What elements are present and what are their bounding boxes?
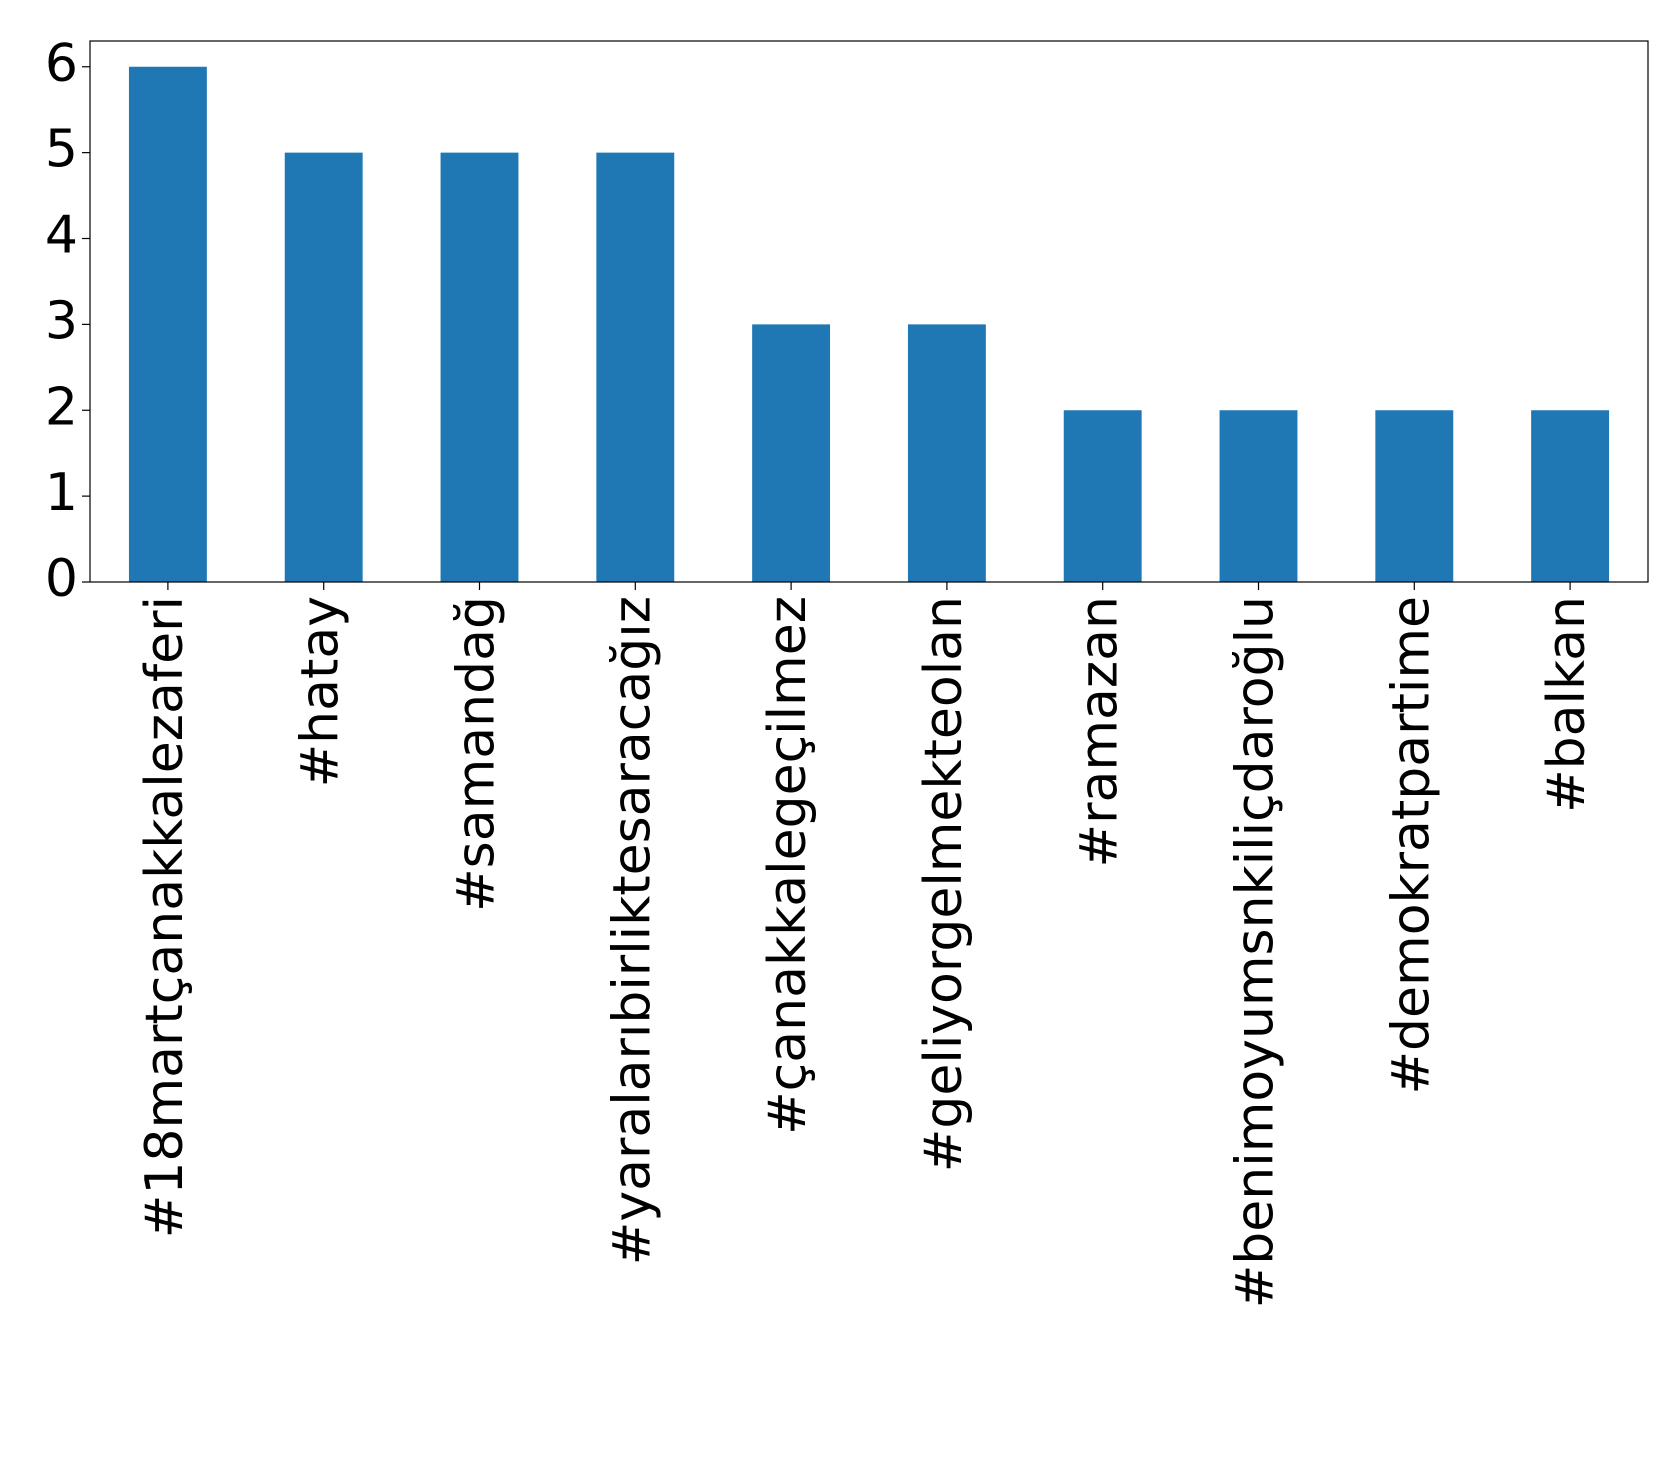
x-tick-label: #geliyorgelmekteolan xyxy=(914,596,974,1172)
bar xyxy=(752,324,831,582)
y-tick-label: 0 xyxy=(45,549,78,609)
x-tick-label: #ramazan xyxy=(1070,596,1130,867)
x-tick-label: #balkan xyxy=(1537,596,1597,813)
plot-frame xyxy=(89,40,1649,583)
x-tick-label: #benimoyumsnkiliçdaroğlu xyxy=(1226,596,1286,1308)
y-tick-label: 5 xyxy=(45,120,78,180)
bar xyxy=(596,152,675,582)
y-tick-label: 3 xyxy=(45,291,78,351)
bar xyxy=(1063,410,1142,582)
bar xyxy=(128,66,207,582)
y-tick-label: 1 xyxy=(45,463,78,523)
bar xyxy=(1219,410,1298,582)
bar xyxy=(284,152,363,582)
x-tick-label: #yaralarıbirliktesaracağız xyxy=(602,596,662,1265)
y-tick-label: 4 xyxy=(45,206,78,266)
x-tick-label: #hatay xyxy=(291,596,351,787)
bar xyxy=(440,152,519,582)
y-tick-label: 6 xyxy=(45,34,78,94)
x-tick-label: #18martçanakkalezaferi xyxy=(135,596,195,1238)
x-tick-label: #çanakkalegeçilmez xyxy=(758,596,818,1135)
x-tick-label: #demokratpartime xyxy=(1381,596,1441,1095)
bar xyxy=(1531,410,1610,582)
bar xyxy=(1375,410,1454,582)
bar xyxy=(907,324,986,582)
x-tick-label: #samandağ xyxy=(447,596,507,912)
y-tick-label: 2 xyxy=(45,377,78,437)
